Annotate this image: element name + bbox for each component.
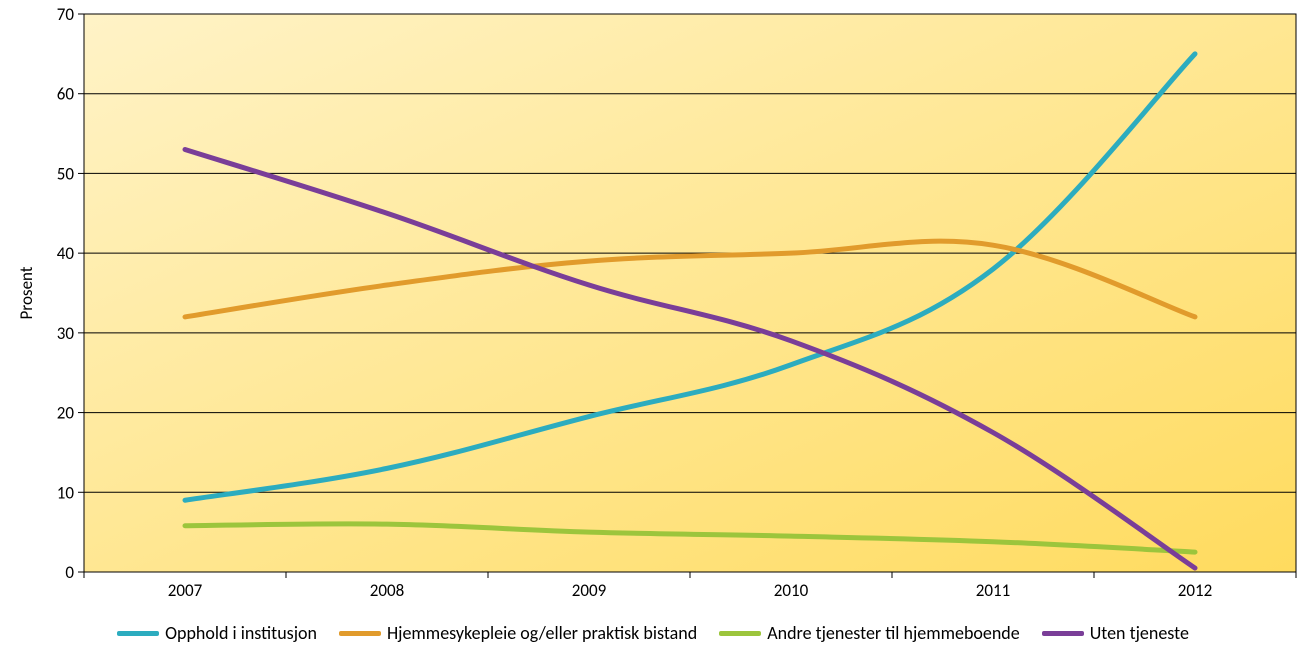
- legend-label: Uten tjeneste: [1090, 622, 1189, 644]
- svg-text:2007: 2007: [168, 580, 203, 601]
- svg-text:0: 0: [65, 562, 74, 583]
- svg-text:60: 60: [57, 84, 75, 105]
- svg-text:30: 30: [57, 323, 75, 344]
- line-chart: 0 10 20 30 40 50 60 70 Prosent 2007 2008 2009 2010 20…: [0, 0, 1306, 659]
- svg-text:70: 70: [57, 4, 75, 25]
- svg-text:2011: 2011: [976, 580, 1010, 601]
- legend-swatch: [339, 631, 381, 636]
- legend-item-0: Opphold i institusjon: [117, 622, 317, 644]
- svg-text:2012: 2012: [1178, 580, 1212, 601]
- chart-svg: 0 10 20 30 40 50 60 70 Prosent 2007 2008 2009 2010 20…: [0, 0, 1306, 659]
- legend-item-1: Hjemmesykepleie og/eller praktisk bistan…: [339, 622, 697, 644]
- svg-text:20: 20: [57, 403, 75, 424]
- svg-text:10: 10: [57, 482, 75, 503]
- svg-text:2010: 2010: [774, 580, 809, 601]
- legend-label: Andre tjenester til hjemmeboende: [767, 622, 1020, 644]
- legend-label: Hjemmesykepleie og/eller praktisk bistan…: [387, 622, 697, 644]
- svg-text:2009: 2009: [572, 580, 607, 601]
- svg-text:50: 50: [57, 163, 75, 184]
- legend-item-3: Uten tjeneste: [1042, 622, 1189, 644]
- legend-label: Opphold i institusjon: [165, 622, 317, 644]
- legend: Opphold i institusjon Hjemmesykepleie og/…: [0, 622, 1306, 644]
- svg-text:2008: 2008: [370, 580, 404, 601]
- legend-swatch: [117, 631, 159, 636]
- legend-swatch: [719, 631, 761, 636]
- legend-swatch: [1042, 631, 1084, 636]
- y-axis-label: Prosent: [16, 266, 37, 319]
- svg-text:40: 40: [57, 243, 75, 264]
- legend-item-2: Andre tjenester til hjemmeboende: [719, 622, 1020, 644]
